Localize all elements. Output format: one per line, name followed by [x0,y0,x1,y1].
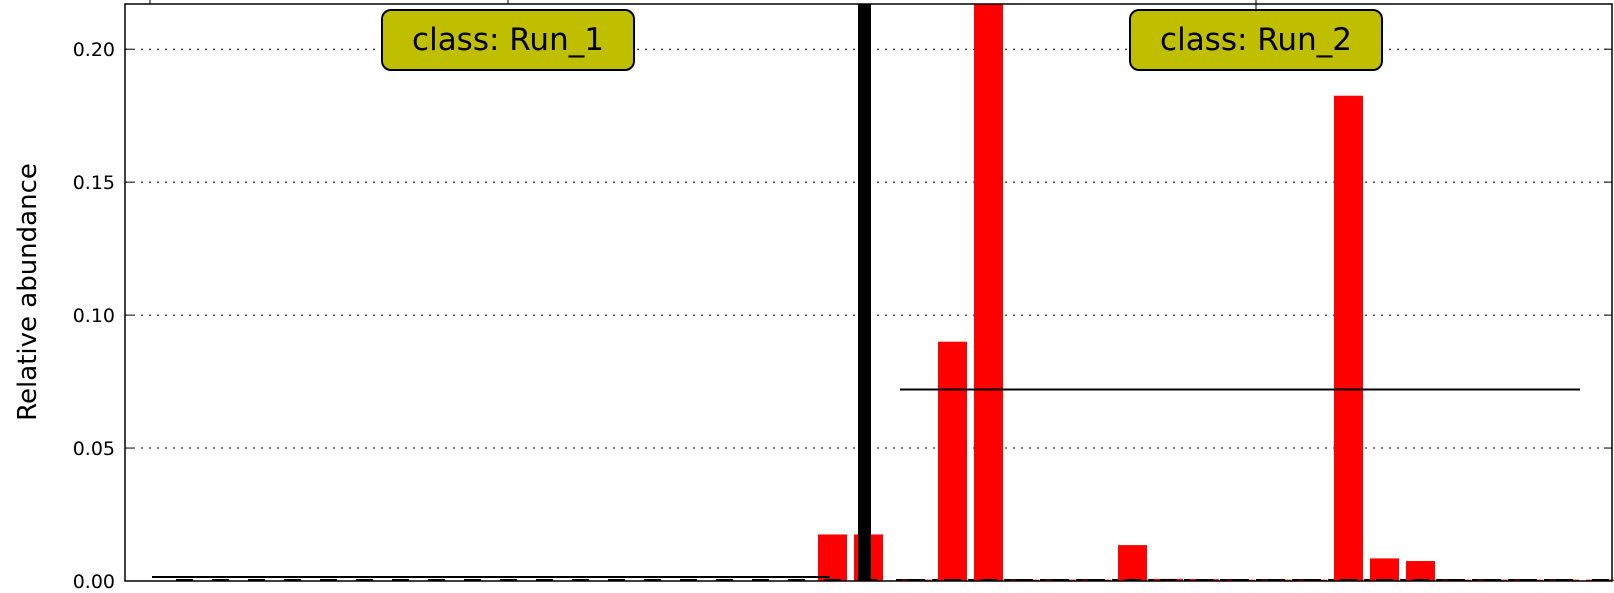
bar [1406,561,1435,581]
bar [1118,545,1147,581]
y-axis-ticks: 0.00 0.05 0.10 0.15 0.20 [73,39,1612,593]
y-tick-label: 0.10 [73,305,115,327]
bar [1370,558,1399,581]
y-tick-label: 0.05 [73,438,115,460]
bar [1334,95,1363,582]
y-tick-label: 0.00 [73,571,115,593]
bar [974,4,1003,581]
bars [176,4,1614,582]
bar [818,534,847,581]
class-label-text: class: Run_1 [412,22,604,58]
mean-lines [152,388,1580,579]
class-label-box [1129,9,1383,71]
class-label-box [381,9,635,71]
panel-divider [858,4,871,581]
y-tick-label: 0.15 [73,172,115,194]
y-tick-label: 0.20 [73,39,115,61]
class-label-text: class: Run_2 [1160,22,1352,58]
class-labels: class: Run_1 class: Run_2 [381,9,1383,71]
y-axis-title: Relative abundance [13,163,43,421]
class-label: class: Run_1 [381,9,635,71]
bar [938,341,967,581]
class-label: class: Run_2 [1129,9,1383,71]
